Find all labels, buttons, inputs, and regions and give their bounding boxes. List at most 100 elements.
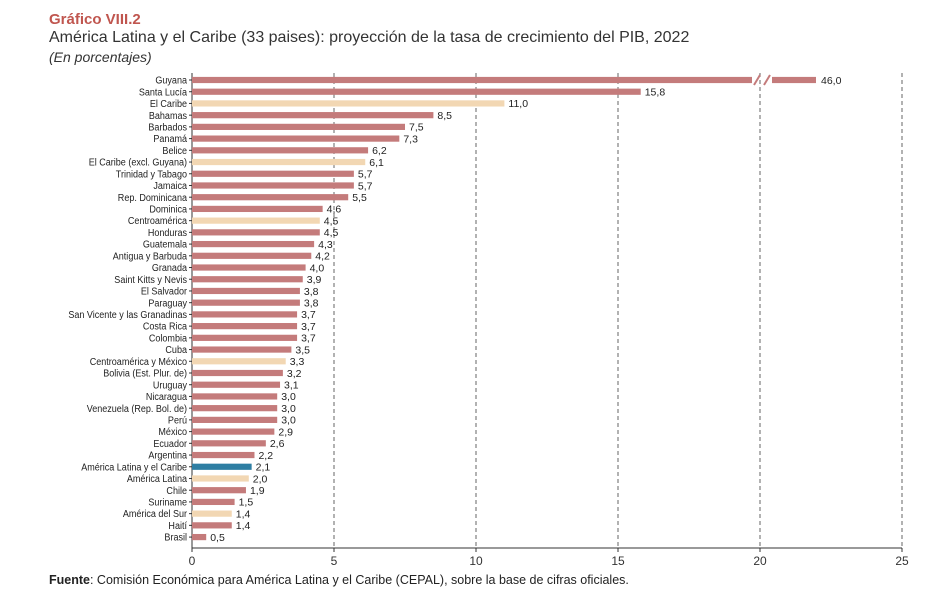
- bar: [192, 440, 266, 447]
- bar: [192, 323, 298, 330]
- value-label: 2,1: [256, 462, 271, 474]
- bar: [192, 358, 286, 365]
- bar: [192, 112, 434, 119]
- category-label: Colombia: [149, 333, 188, 345]
- value-label: 3,8: [304, 297, 319, 309]
- category-label: Costa Rica: [143, 321, 188, 333]
- category-label: Jamaica: [153, 181, 187, 193]
- value-label: 3,7: [301, 333, 316, 345]
- value-label: 1,4: [236, 508, 251, 520]
- axis-break-mark: [763, 74, 771, 86]
- bar: [192, 76, 752, 84]
- bar: [192, 100, 505, 107]
- bar: [192, 147, 369, 154]
- source-text: : Comisión Económica para América Latina…: [89, 573, 629, 587]
- category-label: Centroamérica y México: [90, 356, 188, 368]
- bar: [192, 393, 278, 400]
- category-label: San Vicente y las Granadinas: [68, 309, 187, 321]
- bar: [192, 287, 300, 295]
- bar: [192, 498, 235, 506]
- category-label: Ecuador: [153, 438, 187, 450]
- value-label: 1,9: [250, 485, 265, 497]
- category-label: Paraguay: [148, 298, 187, 310]
- x-tick-label: 5: [331, 554, 338, 568]
- value-label: 8,5: [437, 110, 452, 122]
- category-label: Trinidad y Tabago: [116, 169, 188, 181]
- value-label: 5,5: [352, 192, 367, 204]
- value-label: 6,1: [369, 157, 384, 169]
- bar: [192, 510, 232, 517]
- value-label: 11,0: [508, 98, 528, 110]
- bar-continuation: [772, 76, 816, 84]
- category-label: Panamá: [153, 134, 187, 146]
- bar: [192, 451, 255, 459]
- category-label: Venezuela (Rep. Bol. de): [87, 403, 187, 415]
- category-label: Bolivia (Est. Plur. de): [103, 368, 187, 380]
- value-label: 3,7: [301, 321, 316, 333]
- bar: [192, 416, 278, 423]
- bar: [192, 311, 298, 318]
- category-label: Saint Kitts y Nevis: [114, 274, 187, 286]
- bar: [192, 533, 207, 541]
- category-label: Uruguay: [153, 380, 187, 392]
- value-label: 3,0: [281, 403, 296, 415]
- source-label: Fuente: [49, 573, 90, 587]
- category-label: Honduras: [148, 227, 187, 239]
- bar: [192, 522, 232, 529]
- category-label: Suriname: [148, 497, 187, 509]
- bar: [192, 381, 281, 388]
- value-label: 3,8: [304, 286, 319, 298]
- category-label: El Salvador: [141, 286, 188, 298]
- chart-title: América Latina y el Caribe (33 paises): …: [49, 29, 690, 46]
- category-label: Belice: [162, 145, 187, 157]
- bar: [192, 182, 354, 189]
- value-label: 3,9: [307, 274, 322, 286]
- category-label: Dominica: [149, 204, 187, 216]
- value-label: 3,2: [287, 368, 302, 380]
- bar: [192, 205, 323, 213]
- value-label: 3,5: [295, 344, 310, 356]
- bar: [192, 217, 320, 224]
- bar: [192, 194, 349, 201]
- bar: [192, 123, 405, 130]
- bar: [192, 158, 366, 166]
- value-label: 3,0: [281, 391, 296, 403]
- x-tick-label: 10: [469, 554, 483, 568]
- category-label: Cuba: [165, 345, 187, 357]
- category-label: Guatemala: [143, 239, 188, 251]
- x-tick-label: 20: [753, 554, 767, 568]
- bar: [192, 299, 300, 306]
- value-label: 4,2: [315, 251, 330, 263]
- value-label: 2,6: [270, 438, 285, 450]
- value-label: 2,0: [253, 473, 268, 485]
- category-label: Argentina: [148, 450, 187, 462]
- x-tick-label: 25: [895, 554, 909, 568]
- category-label: Chile: [166, 485, 187, 497]
- bar: [192, 170, 354, 177]
- bar: [192, 334, 298, 341]
- category-label: Guyana: [155, 75, 187, 87]
- category-label: El Caribe (excl. Guyana): [89, 157, 187, 169]
- value-label: 4,3: [318, 239, 333, 251]
- value-label: 4,0: [310, 262, 325, 274]
- category-label: Haití: [168, 520, 187, 532]
- value-label: 1,5: [239, 497, 254, 509]
- x-tick-label: 15: [611, 554, 625, 568]
- axis-break-mark: [753, 74, 761, 86]
- category-label: Barbados: [148, 122, 187, 134]
- bar: [192, 463, 252, 470]
- bar: [192, 276, 303, 283]
- value-label: 4,6: [327, 204, 342, 216]
- value-label: 15,8: [645, 87, 666, 99]
- value-label: 5,7: [358, 169, 373, 181]
- category-label: Bahamas: [149, 110, 187, 122]
- value-label: 3,7: [301, 309, 316, 321]
- category-label: Granada: [152, 263, 188, 275]
- value-label: 4,5: [324, 215, 339, 227]
- bar: [192, 487, 246, 494]
- bar: [192, 252, 312, 259]
- category-label: Centroamérica: [128, 216, 188, 228]
- value-label: 6,2: [372, 145, 387, 157]
- category-label: Brasil: [164, 532, 187, 544]
